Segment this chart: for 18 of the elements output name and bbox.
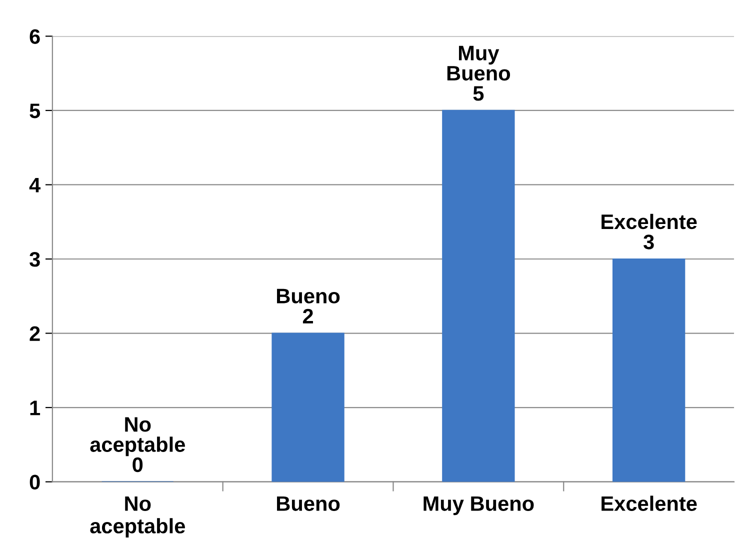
x-tick-label: No aceptable [90, 496, 185, 538]
x-tick-label: Excelente [602, 496, 697, 511]
y-tick-label: 4 [29, 178, 41, 192]
y-tick-label: 0 [30, 474, 40, 490]
y-tick-label: 5 [30, 104, 40, 118]
x-tick-label: Muy Bueno [424, 496, 534, 516]
bar [272, 332, 344, 482]
data-label: Muy Bueno 5 [447, 46, 510, 101]
y-tick-label: 2 [30, 326, 40, 341]
data-label: Excelente 3 [602, 214, 697, 250]
x-tick-label: Bueno [277, 496, 340, 511]
y-tick-label: 6 [30, 29, 40, 44]
data-label: No aceptable 0 [90, 417, 185, 472]
bar [612, 258, 686, 482]
data-label: Bueno 2 [277, 288, 340, 324]
bar [442, 110, 515, 482]
y-tick-label: 3 [30, 252, 40, 267]
y-tick-label: 1 [30, 400, 40, 416]
